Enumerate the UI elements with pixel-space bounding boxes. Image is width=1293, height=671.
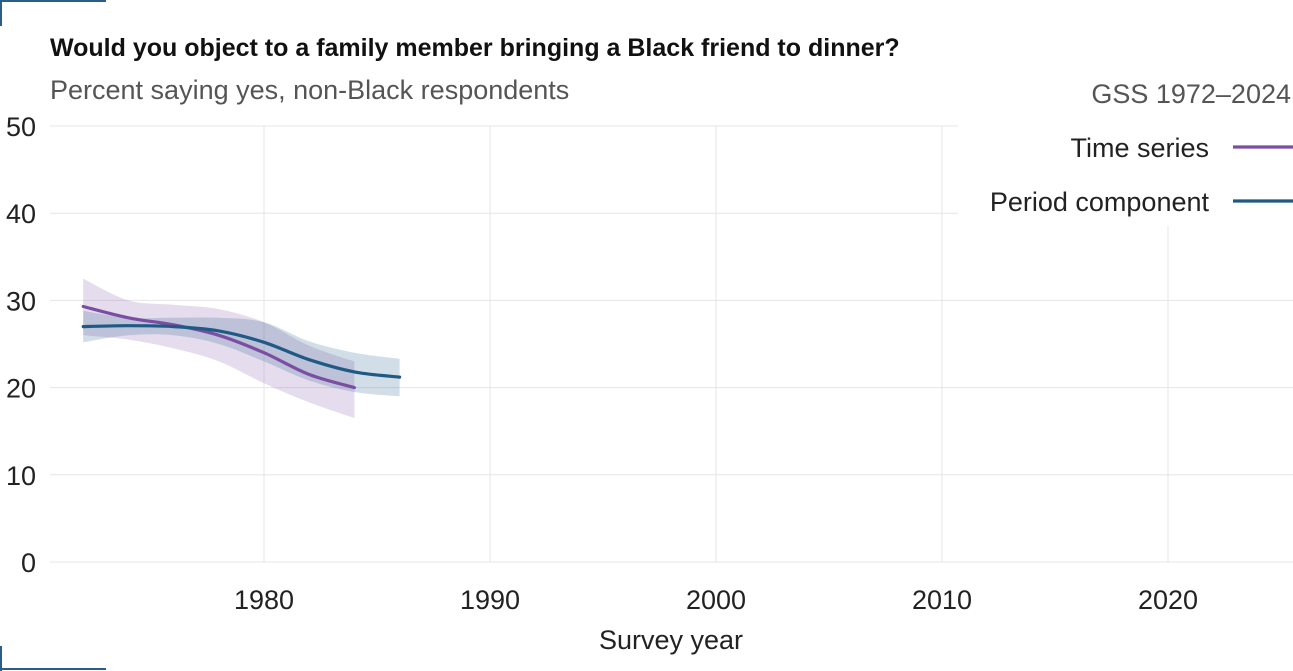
legend-label: Time series	[1070, 133, 1209, 163]
y-tick-label: 0	[21, 548, 36, 578]
corner-mark-bottom-vertical	[0, 646, 2, 671]
y-tick-label: 20	[6, 374, 36, 404]
corner-mark-top-vertical	[0, 0, 2, 26]
x-tick-label: 1990	[460, 585, 520, 615]
y-tick-label: 40	[6, 199, 36, 229]
legend-label: Period component	[990, 187, 1210, 217]
y-tick-label: 10	[6, 461, 36, 491]
corner-mark-bottom-horizontal	[0, 668, 106, 670]
series-1-line	[81, 324, 402, 379]
series-1-confidence-band	[83, 310, 400, 397]
x-axis-title: Survey year	[599, 625, 743, 655]
y-tick-label: 50	[6, 112, 36, 142]
corner-mark-top-horizontal	[0, 0, 106, 2]
series-0-line	[81, 304, 356, 390]
x-tick-label: 2020	[1138, 585, 1198, 615]
chart-title: Would you object to a family member brin…	[50, 34, 900, 62]
x-tick-label: 1980	[234, 585, 294, 615]
x-tick-label: 2000	[686, 585, 746, 615]
series-0-confidence-band	[83, 278, 355, 419]
x-tick-label: 2010	[912, 585, 972, 615]
chart-source: GSS 1972–2024	[1091, 79, 1291, 109]
legend-background	[958, 118, 1293, 226]
y-tick-label: 30	[6, 286, 36, 316]
chart-subtitle: Percent saying yes, non-Black respondent…	[50, 75, 570, 105]
